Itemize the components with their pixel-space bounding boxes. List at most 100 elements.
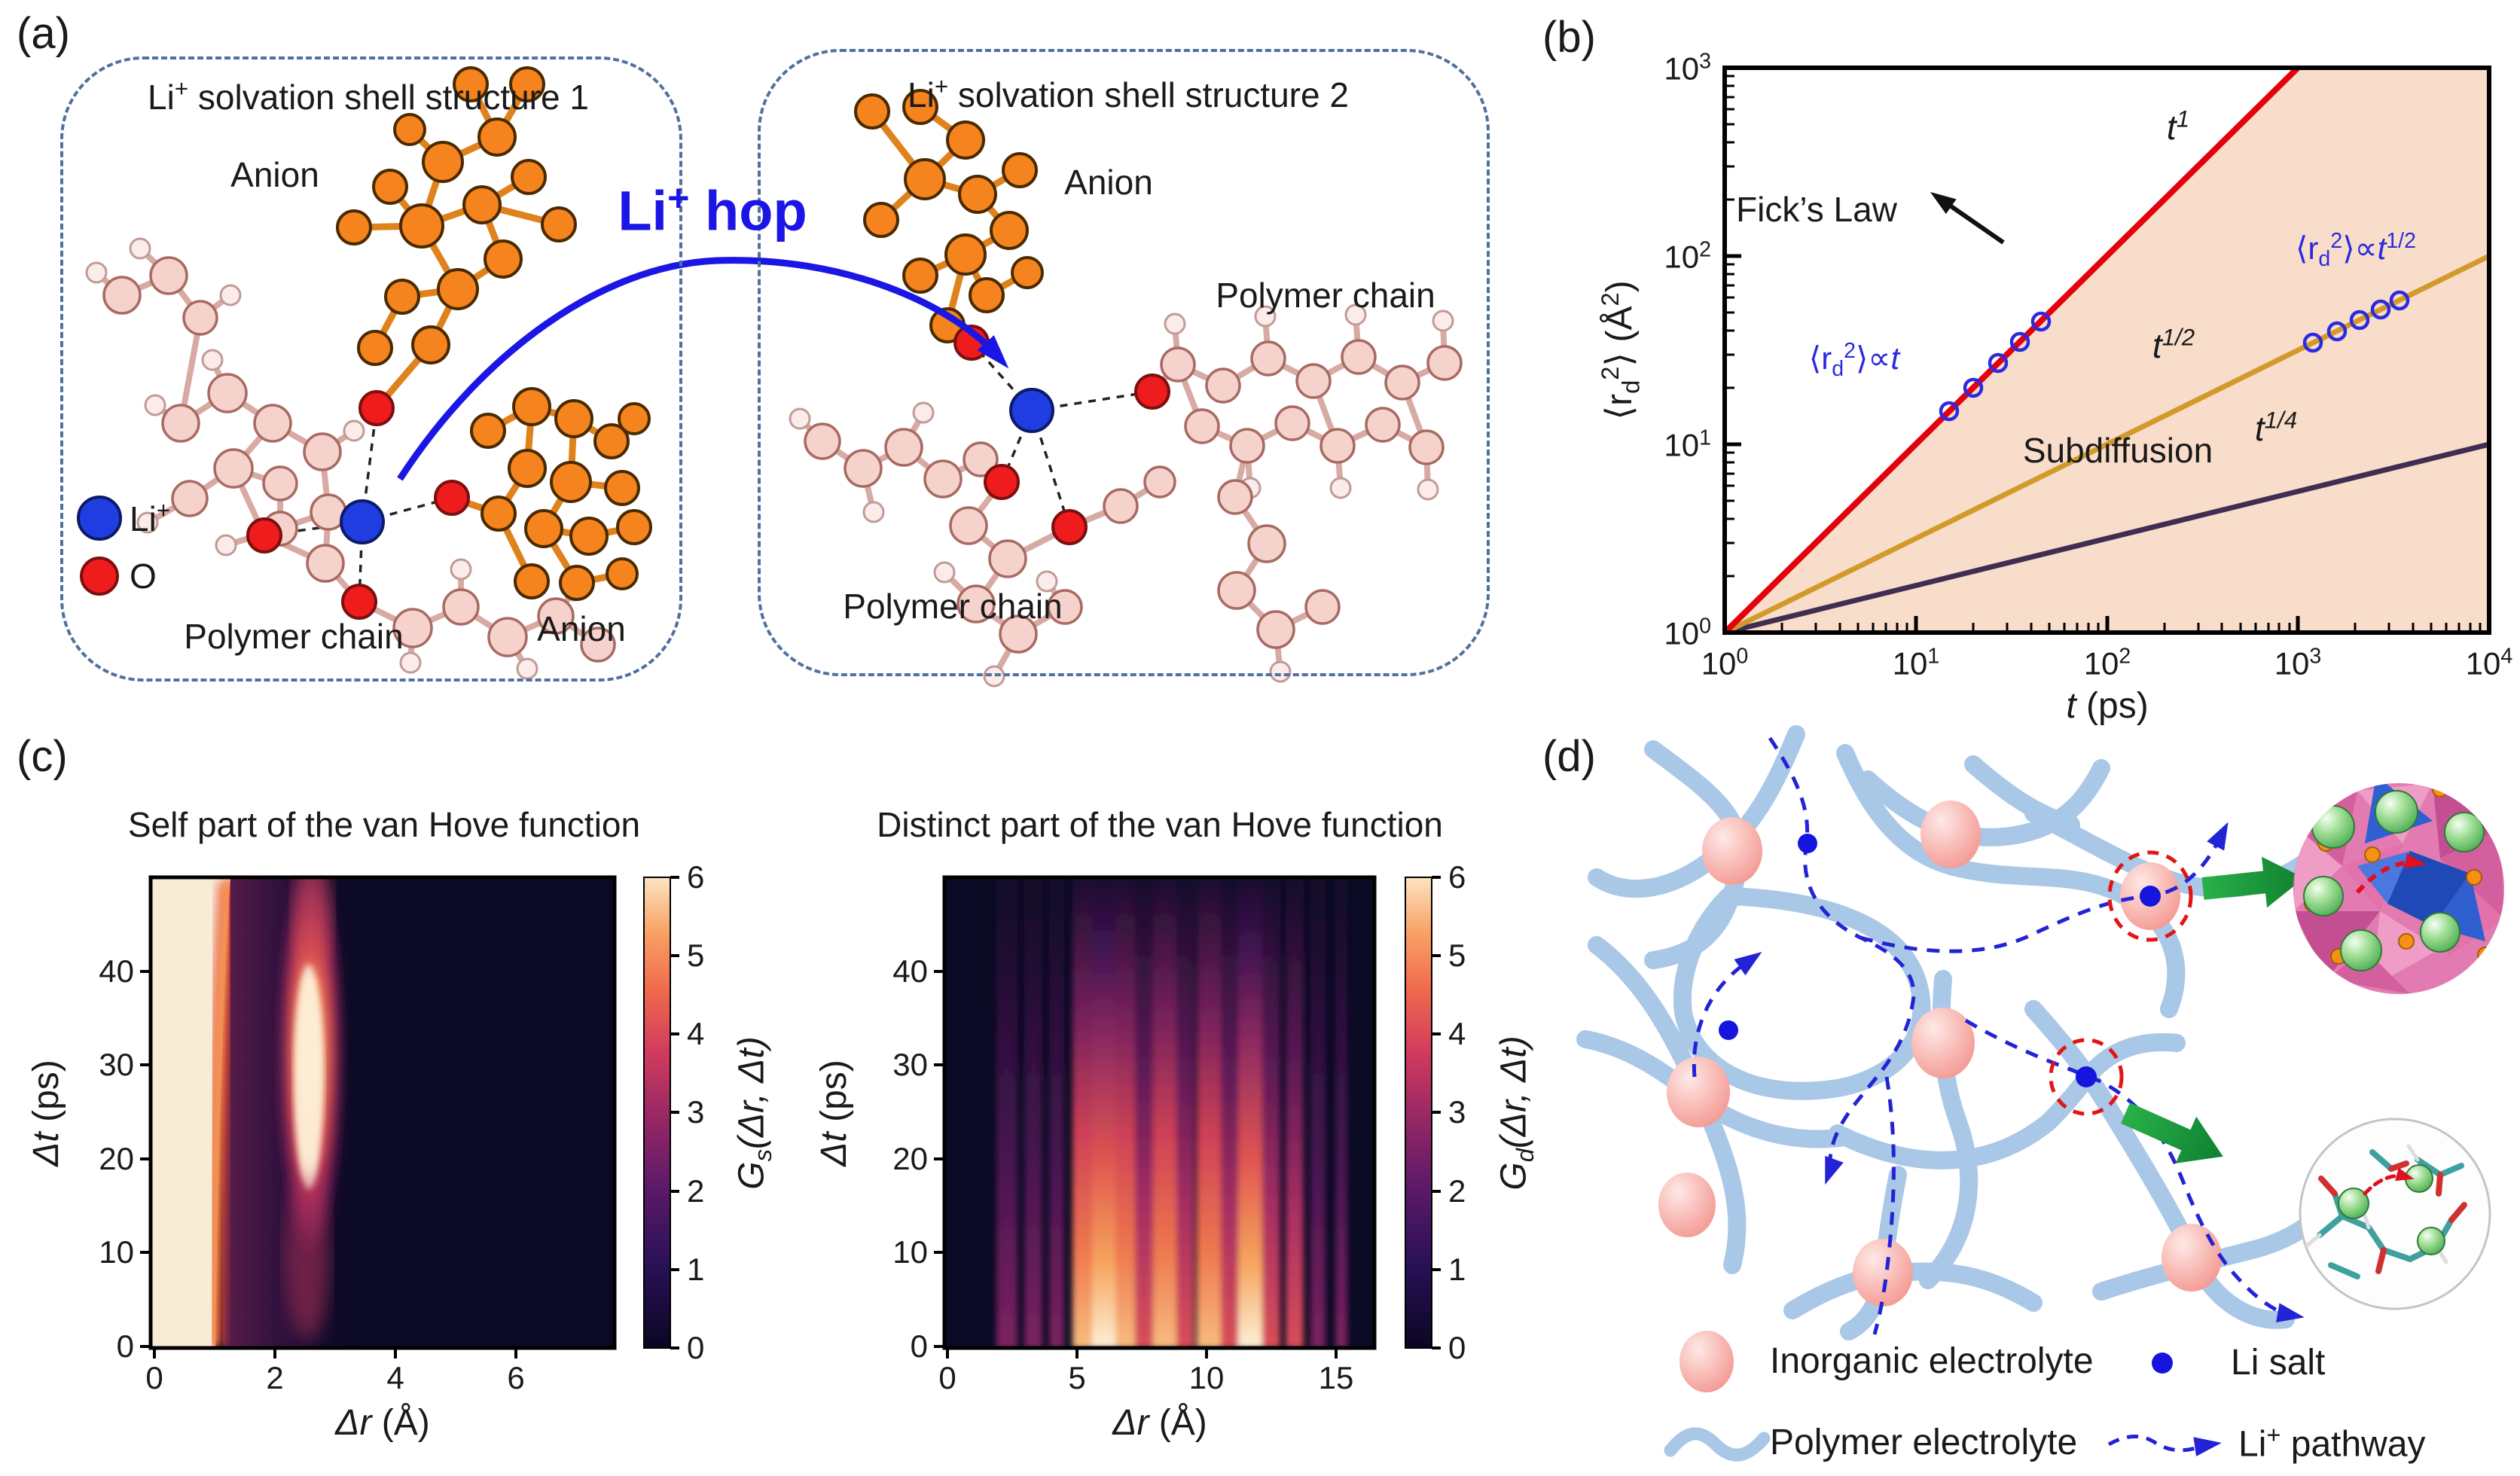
li-hop-arrow <box>397 257 1009 481</box>
green-arrow-to-polymer-inset <box>2120 1102 2223 1163</box>
c1-ctick-0: 0 <box>687 1329 705 1365</box>
c1-ytick-0: 0 <box>116 1328 134 1364</box>
c2-ytick-0: 0 <box>910 1328 928 1364</box>
b-ytick-1e0: 100 <box>1664 614 1711 651</box>
b-yaxis-label: ⟨rd2⟩ (Å2) <box>1596 280 1645 420</box>
panel-d-label: (d) <box>1542 732 1596 781</box>
oxygen-atoms-2 <box>953 325 1170 545</box>
t-half-annotation: t1/2 <box>2152 324 2195 366</box>
van-hove-self-heatmap <box>140 875 679 1359</box>
c1-ctick-4: 4 <box>687 1015 705 1051</box>
oxygen-atoms-1 <box>246 390 470 620</box>
c2-ytick-30: 30 <box>892 1046 928 1082</box>
fick-law-annotation: Fick’s Law <box>1736 189 1897 229</box>
t-quarter-line <box>1724 441 2490 636</box>
c1-colorbar-label: Gs(Δr, Δt) <box>731 1036 777 1190</box>
solvation-shell-1-graphic <box>77 66 652 680</box>
anion-label-2: Anion <box>537 608 626 648</box>
anion-atoms-3 <box>854 89 1044 343</box>
c1-ctick-5: 5 <box>687 937 705 973</box>
msd-points-subdiffusive <box>2302 290 2410 353</box>
c2-ctick-2: 2 <box>1448 1173 1466 1209</box>
panel-b-label: (b) <box>1542 13 1596 62</box>
self-van-hove-title: Self part of the van Hove function <box>127 804 641 844</box>
c2-ytick-40: 40 <box>892 953 928 989</box>
anion-atoms-1 <box>336 66 577 366</box>
polymer-chain-label-3: Polymer chain <box>843 586 1063 626</box>
shell-2-title: Li+ solvation shell structure 2 <box>908 73 1349 115</box>
panel-c-label: (c) <box>17 732 68 781</box>
c1-ctick-6: 6 <box>687 858 705 895</box>
c2-xtick-5: 5 <box>1068 1359 1086 1395</box>
highlight-circle-polymer <box>2049 1038 2124 1116</box>
li-hop-label: Li+ hop <box>618 175 807 242</box>
b-xtick-1e3: 103 <box>2274 644 2322 682</box>
solvation-shell-2-graphic <box>789 89 1463 688</box>
b-xtick-1e2: 102 <box>2083 644 2131 682</box>
c1-ctick-1: 1 <box>687 1251 705 1287</box>
t-quarter-annotation: t1/4 <box>2254 407 2298 449</box>
c1-ctick-3: 3 <box>687 1093 705 1130</box>
composite-electrolyte-schematic <box>1576 725 2504 1462</box>
c2-yaxis-label: Δt (ps) <box>813 1060 854 1166</box>
msd-points-fickian <box>1939 311 2052 422</box>
b-ytick-1e1: 101 <box>1664 425 1711 463</box>
c2-xaxis-label: Δr (Å) <box>1112 1402 1207 1443</box>
c1-xtick-6: 6 <box>507 1359 525 1395</box>
c1-xaxis-label: Δr (Å) <box>335 1402 430 1443</box>
c2-ctick-6: 6 <box>1448 858 1466 895</box>
polymer-carbons-1 <box>102 256 616 663</box>
c1-ytick-20: 20 <box>99 1140 134 1176</box>
polymer-chain-label-1: Polymer chain <box>184 616 404 656</box>
panel-a-label: (a) <box>17 9 70 58</box>
b-ytick-1e3: 103 <box>1664 49 1711 87</box>
legend-li-ball <box>77 496 122 541</box>
c2-ctick-5: 5 <box>1448 937 1466 973</box>
anion-atoms-2 <box>470 387 652 601</box>
crystal-structure-inset <box>2293 783 2504 994</box>
li-pathways <box>1692 736 2290 1335</box>
c2-colorbar-label: Gd(Δr, Δt) <box>1493 1035 1539 1191</box>
distinct-van-hove-title: Distinct part of the van Hove function <box>877 804 1443 844</box>
polymer-molecular-inset <box>2299 1118 2491 1310</box>
subdiffusion-annotation: Subdiffusion <box>2022 430 2213 470</box>
legend-o-label: O <box>130 556 157 596</box>
t1-annotation: t1 <box>2166 105 2190 148</box>
van-hove-distinct-heatmap <box>934 875 1441 1359</box>
c2-xtick-15: 15 <box>1318 1359 1354 1395</box>
b-xaxis-label: t (ps) <box>2066 685 2149 726</box>
green-arrow-to-crystal-inset <box>2201 856 2305 908</box>
legend-o-ball <box>80 557 119 596</box>
c1-ytick-10: 10 <box>99 1234 134 1270</box>
legend-polymer-electrolyte: Polymer electrolyte <box>1770 1422 2078 1462</box>
legend-li-salt: Li salt <box>2231 1342 2326 1383</box>
legend-li-label: Li+ <box>130 497 171 539</box>
c2-ytick-10: 10 <box>892 1234 928 1270</box>
c1-yaxis-label: Δt (ps) <box>26 1060 66 1166</box>
solvation-shell-2-box <box>758 49 1490 676</box>
c2-ctick-4: 4 <box>1448 1015 1466 1051</box>
b-xtick-1e0: 100 <box>1701 644 1749 682</box>
anion-label-3: Anion <box>1064 162 1153 202</box>
c1-ytick-30: 30 <box>99 1046 134 1082</box>
msd-log-plot <box>1722 66 2491 636</box>
polymer-chain-label-2: Polymer chain <box>1216 275 1435 315</box>
msd-propto-t-annotation: ⟨rd2⟩∝t <box>1808 338 1900 382</box>
fick-law-annotation-arrow <box>1930 191 2005 245</box>
b-xtick-1e4: 104 <box>2465 644 2513 682</box>
c2-ctick-3: 3 <box>1448 1093 1466 1130</box>
lithium-ion-1 <box>340 499 385 544</box>
legend-li-pathway: Li+ pathway <box>2238 1420 2426 1465</box>
colorbar-self <box>643 877 671 1349</box>
lithium-ion-2 <box>1009 388 1054 433</box>
c2-ytick-20: 20 <box>892 1140 928 1176</box>
b-ytick-1e2: 102 <box>1664 237 1711 275</box>
li-pathway-arrowheads <box>1734 822 2305 1322</box>
c2-xtick-10: 10 <box>1188 1359 1225 1395</box>
anion-label-1: Anion <box>230 154 319 194</box>
c1-xtick-0: 0 <box>145 1359 163 1395</box>
shell-1-title: Li+ solvation shell structure 1 <box>148 75 589 117</box>
c2-ctick-1: 1 <box>1448 1251 1466 1287</box>
